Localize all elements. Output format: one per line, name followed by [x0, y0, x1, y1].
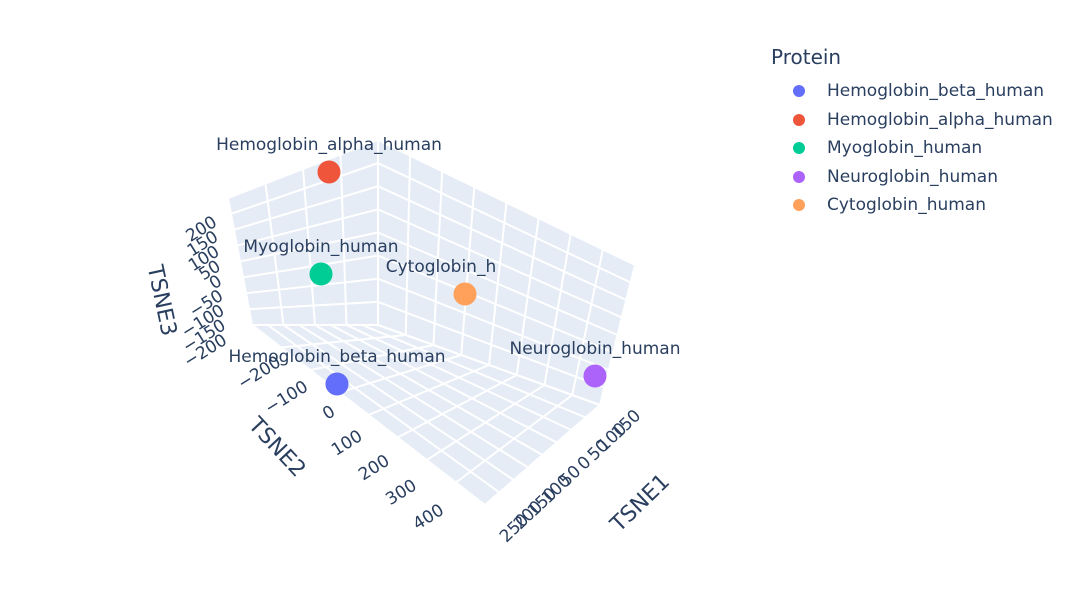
legend-item-neuroglobin-human[interactable]: Neuroglobin_human: [771, 163, 1053, 192]
point-marker[interactable]: [309, 262, 333, 286]
point-label: Myoglobin_human: [243, 237, 398, 257]
legend-label: Hemoglobin_beta_human: [827, 81, 1045, 102]
point-hemoglobin-beta-human[interactable]: Hemoglobin_beta_human: [228, 347, 446, 396]
legend-label: Neuroglobin_human: [827, 166, 998, 187]
legend-title: Protein: [771, 45, 842, 69]
point-marker[interactable]: [317, 160, 341, 184]
tick-y-3: 100: [328, 426, 366, 460]
point-myoglobin-human[interactable]: Myoglobin_human: [243, 237, 399, 286]
legend-marker: [793, 85, 805, 98]
legend: Protein Hemoglobin_beta_human Hemoglobin_…: [771, 45, 1053, 220]
legend-item-myoglobin-human[interactable]: Myoglobin_human: [771, 134, 1053, 163]
tick-y-6: 400: [410, 500, 448, 534]
point-cytoglobin-human[interactable]: Cytoglobin_h: [386, 257, 496, 306]
point-label: Hemoglobin_beta_human: [228, 347, 445, 367]
legend-label: Hemoglobin_alpha_human: [827, 109, 1053, 130]
axis-title-y: TSNE2: [242, 412, 310, 482]
point-marker[interactable]: [453, 282, 477, 306]
legend-marker: [793, 170, 805, 183]
legend-item-hemoglobin-alpha-human[interactable]: Hemoglobin_alpha_human: [771, 106, 1053, 135]
tick-y-1: −100: [262, 377, 312, 419]
legend-marker: [793, 142, 805, 155]
legend-items: Hemoglobin_beta_human Hemoglobin_alpha_hu…: [771, 77, 1053, 220]
legend-label: Myoglobin_human: [827, 138, 983, 159]
legend-item-cytoglobin-human[interactable]: Cytoglobin_human: [771, 191, 1053, 220]
tick-y-5: 300: [382, 476, 420, 510]
legend-marker: [793, 113, 805, 126]
point-label: Cytoglobin_h: [386, 257, 496, 277]
back-wall-pane: [228, 140, 378, 325]
tick-y-2: 0: [319, 402, 339, 425]
legend-marker: [793, 199, 805, 212]
gridlines: [227, 139, 636, 506]
point-hemoglobin-alpha-human[interactable]: Hemoglobin_alpha_human: [216, 135, 442, 184]
point-marker[interactable]: [583, 364, 607, 388]
data-points[interactable]: Hemoglobin_beta_human Hemoglobin_alpha_hu…: [216, 135, 681, 396]
floor-pane: [252, 325, 600, 505]
point-label: Neuroglobin_human: [510, 339, 681, 359]
axis-title-x: TSNE1: [605, 469, 675, 538]
tick-y-4: 200: [355, 451, 393, 485]
right-wall-pane: [378, 140, 635, 405]
axis-title-z: TSNE3: [141, 262, 181, 338]
legend-label: Cytoglobin_human: [827, 195, 987, 216]
legend-item-hemoglobin-beta-human[interactable]: Hemoglobin_beta_human: [771, 77, 1053, 106]
point-label: Hemoglobin_alpha_human: [216, 135, 442, 155]
point-marker[interactable]: [325, 372, 349, 396]
point-neuroglobin-human[interactable]: Neuroglobin_human: [510, 339, 681, 388]
